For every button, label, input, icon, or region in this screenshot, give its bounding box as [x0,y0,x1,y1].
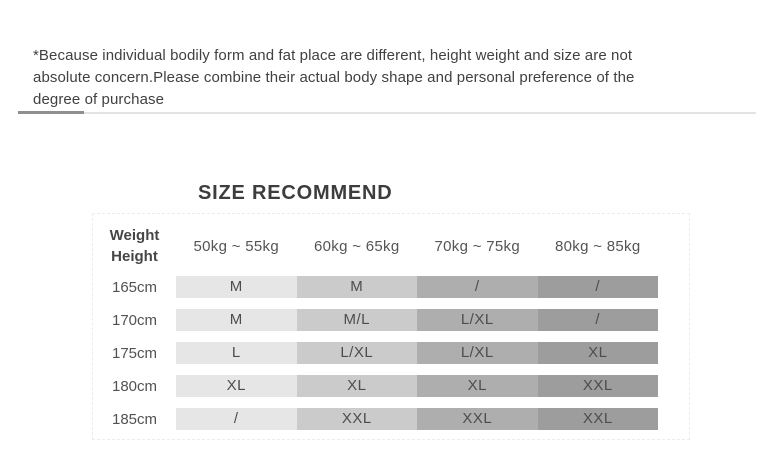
weight-header: 50kg ~ 55kg [193,237,279,255]
corner-height-label: Height [111,248,158,265]
corner-weight-label: Weight [109,227,160,244]
table-row: 185cm / XXL XXL XXL [93,408,689,430]
size-cell: L/XL [296,342,417,364]
table-row: 175cm L L/XL L/XL XL [93,342,689,364]
divider-light-line [20,112,756,114]
table-row: 170cm M M/L L/XL / [93,309,689,331]
size-cell: M [176,309,297,331]
size-cell: L [176,342,297,364]
height-label: 165cm [111,278,158,296]
size-cell: XXL [537,408,658,430]
section-divider [18,111,758,114]
disclaimer-note: *Because individual bodily form and fat … [33,47,635,108]
size-cell: XXL [537,375,658,397]
size-cell: M/L [296,309,417,331]
height-label: 185cm [111,410,158,428]
divider-dark-segment [18,111,84,114]
table-row: 180cm XL XL XL XXL [93,375,689,397]
table-header-row: Weight Height 50kg ~ 55kg 60kg ~ 65kg 70… [93,216,689,276]
size-cell: M [296,276,417,298]
page-title: SIZE RECOMMEND [198,182,393,204]
size-cell: XL [417,375,538,397]
size-cell: XXL [417,408,538,430]
size-cell: XXL [296,408,417,430]
weight-header: 60kg ~ 65kg [314,237,400,255]
size-cell: M [176,276,297,298]
table-row: 165cm M M / / [93,276,689,298]
size-cell: / [537,309,658,331]
height-label: 170cm [111,311,158,329]
size-cell: XL [296,375,417,397]
size-cell: L/XL [417,342,538,364]
weight-header: 70kg ~ 75kg [434,237,520,255]
size-cell: XL [537,342,658,364]
size-cell: L/XL [417,309,538,331]
corner-label: Weight Height [93,225,176,267]
weight-header: 80kg ~ 85kg [555,237,641,255]
size-recommend-table: Weight Height 50kg ~ 55kg 60kg ~ 65kg 70… [92,213,690,440]
size-cell: / [537,276,658,298]
size-cell: / [176,408,297,430]
size-cell: / [417,276,538,298]
height-label: 180cm [111,377,158,395]
size-cell: XL [176,375,297,397]
height-label: 175cm [111,344,158,362]
